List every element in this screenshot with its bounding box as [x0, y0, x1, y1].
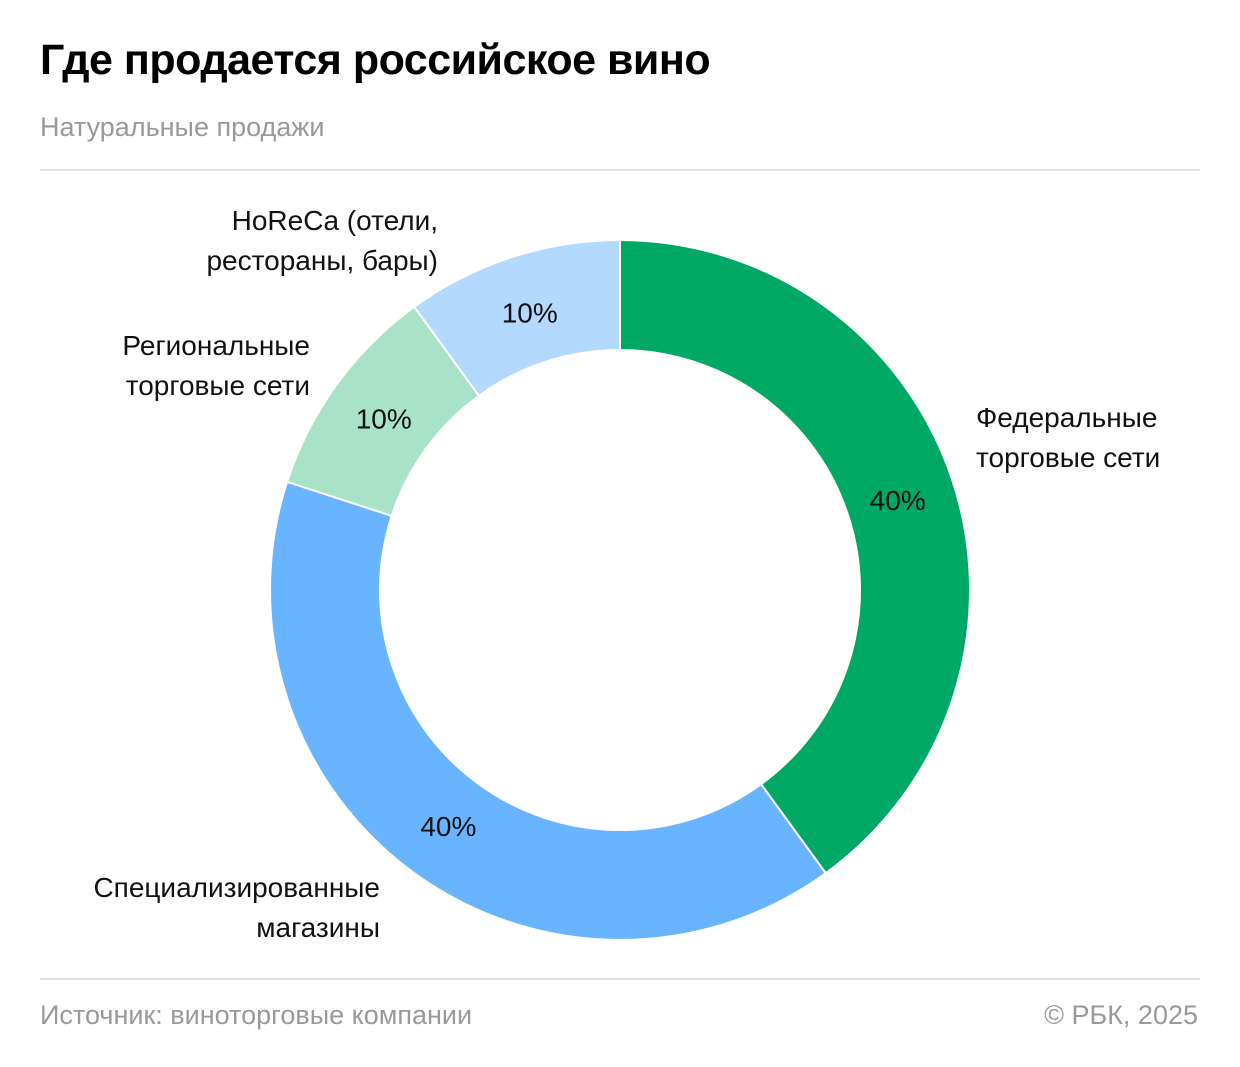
slice-value-label: 10%: [356, 403, 412, 434]
category-label-line: магазины: [256, 912, 380, 943]
donut-slice: [412, 238, 621, 398]
slice-value-label: 40%: [870, 485, 926, 516]
top-divider: [40, 169, 1200, 171]
category-label-regional: Региональные торговые сети: [122, 326, 310, 406]
donut-slice: [619, 238, 971, 875]
category-label-line: торговые сети: [125, 370, 310, 401]
category-label-line: торговые сети: [976, 442, 1161, 473]
chart-title: Где продается российское вино: [40, 36, 711, 84]
category-label-line: Федеральные: [976, 402, 1158, 433]
chart-subtitle: Натуральные продажи: [40, 112, 325, 142]
category-label-horeca: HoReCa (отели, рестораны, бары): [206, 201, 438, 281]
slice-value-label: 40%: [420, 811, 476, 842]
slice-value-label: 10%: [502, 297, 558, 328]
category-label-line: Специализированные: [93, 872, 380, 903]
source-note: Источник: виноторговые компании: [40, 1000, 473, 1030]
category-label-specialized: Специализированные магазины: [93, 868, 380, 948]
category-label-line: HoReCa (отели,: [231, 205, 438, 236]
bottom-divider: [40, 978, 1200, 980]
category-label-line: рестораны, бары): [206, 245, 438, 276]
category-label-federal: Федеральные торговые сети: [976, 398, 1160, 478]
copyright: © РБК, 2025: [1044, 1000, 1198, 1030]
donut-slice: [269, 480, 828, 941]
category-label-line: Региональные: [122, 330, 310, 361]
